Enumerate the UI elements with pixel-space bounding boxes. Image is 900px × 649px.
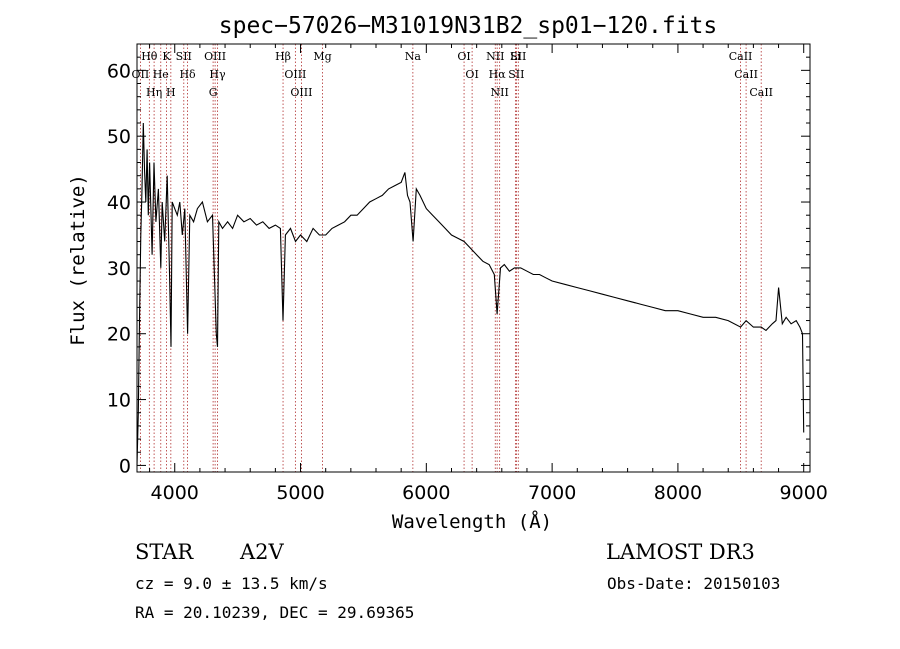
line-marker-label: NII xyxy=(491,86,509,99)
y-axis-label: Flux (relative) xyxy=(67,174,89,346)
line-marker-label: H xyxy=(166,86,176,99)
x-tick-label: 9000 xyxy=(780,482,828,504)
line-marker-label: CaII xyxy=(729,50,753,63)
y-tick-label: 50 xyxy=(107,126,131,148)
obs-date: Obs-Date: 20150103 xyxy=(607,574,781,593)
y-tick-label: 20 xyxy=(107,324,131,346)
line-marker-label: SII xyxy=(176,50,192,63)
x-tick-label: 7000 xyxy=(528,482,576,504)
y-tick-label: 30 xyxy=(107,258,131,280)
line-marker-label: NII xyxy=(486,50,504,63)
x-tick-label: 8000 xyxy=(654,482,702,504)
y-tick-label: 40 xyxy=(107,192,131,214)
line-marker-label: Hδ xyxy=(179,68,196,81)
y-tick-label: 60 xyxy=(107,60,131,82)
line-marker-labels: Hθ OII Hη He K H SII Hδ OIII Hγ G Hβ OIII OIII Mg Na OI O… xyxy=(132,50,773,99)
line-marker-label: OIII xyxy=(284,68,306,81)
line-marker-label: OI xyxy=(457,50,470,63)
object-class: STAR xyxy=(135,540,194,564)
line-marker-label: OI xyxy=(465,68,478,81)
line-marker-label: SII xyxy=(508,68,524,81)
line-marker-label: Hγ xyxy=(209,68,226,81)
line-marker-label: CaII xyxy=(749,86,773,99)
plot-frame xyxy=(136,43,811,473)
x-axis-label: Wavelength (Å) xyxy=(392,510,552,533)
coordinates: RA = 20.10239, DEC = 29.69365 xyxy=(135,603,415,622)
line-marker-label: OIII xyxy=(290,86,312,99)
x-tick-label: 4000 xyxy=(151,482,199,504)
line-marker-label: CaII xyxy=(734,68,758,81)
line-marker-label: He xyxy=(153,68,169,81)
spectrum-line xyxy=(136,122,805,466)
x-tick-label: 6000 xyxy=(402,482,450,504)
y-tick-label: 10 xyxy=(107,390,131,412)
line-marker-label: OII xyxy=(132,68,150,81)
survey-name: LAMOST DR3 xyxy=(606,540,755,564)
line-marker-label: SII xyxy=(510,50,526,63)
line-markers xyxy=(139,44,762,472)
object-subclass: A2V xyxy=(240,540,284,564)
redshift-readout: cz = 9.0 ± 13.5 km/s xyxy=(135,574,328,593)
line-marker-label: Na xyxy=(405,50,422,63)
line-marker-label: Hα xyxy=(489,68,507,81)
x-tick-label: 5000 xyxy=(276,482,324,504)
line-marker-label: Hη xyxy=(146,86,162,99)
line-marker-label: Li xyxy=(510,50,521,63)
y-axis: 0 10 20 30 40 50 60 xyxy=(107,56,810,477)
x-axis: 4000 5000 6000 7000 8000 9000 xyxy=(149,44,828,504)
line-marker-label: Hβ xyxy=(275,50,291,63)
line-marker-label: Hθ xyxy=(141,50,158,63)
line-marker-label: G xyxy=(209,86,218,99)
chart-title: spec−57026−M31019N31B2_sp01−120.fits xyxy=(219,13,718,39)
line-marker-label: Mg xyxy=(313,50,331,63)
line-marker-label: OIII xyxy=(204,50,226,63)
line-marker-label: K xyxy=(162,50,171,63)
y-tick-label: 0 xyxy=(119,455,131,477)
spectrum-chart: spec−57026−M31019N31B2_sp01−120.fits Hθ O… xyxy=(67,13,828,533)
